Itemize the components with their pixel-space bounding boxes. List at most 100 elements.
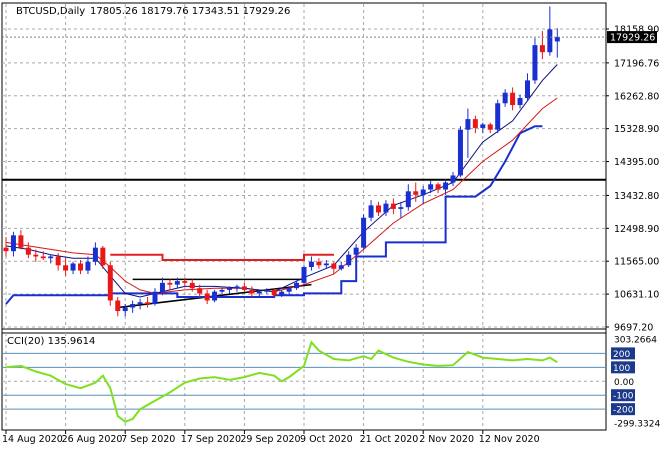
grid-lines [2,4,606,430]
price-tick-label: 15328.90 [614,124,659,135]
candle-body [539,45,545,53]
candle-body [361,217,367,248]
candle-body [130,304,136,308]
ohlc-values: 17805.26 18179.76 17343.51 17929.26 [90,6,290,17]
candle-body [465,119,471,130]
candle-body [472,119,478,128]
candle-body [316,261,322,266]
cci-title: CCI(20) 135.9614 [7,336,95,347]
candle-body [100,247,106,266]
candle-body [308,261,314,268]
cci-level-tag [611,403,635,416]
time-tick-label: 17 Sep 2020 [181,434,241,445]
candle-body [398,207,404,209]
candle-body [532,45,538,81]
candle-body [40,256,46,259]
candle-body [256,291,262,294]
candle-body [450,175,456,183]
time-tick-label: 26 Aug 2020 [62,434,123,445]
candle-body [204,293,210,301]
price-tick-label: 14395.00 [614,157,659,168]
candle-body [152,291,158,305]
candle-body [137,302,143,305]
candle-body [480,124,486,128]
candle-body [405,191,411,208]
price-tick-label: 9697.20 [614,323,653,334]
candle-body [234,286,240,289]
candle-body [301,267,307,283]
cci-tick-label: -299.3324 [614,420,660,430]
candle-body [286,288,292,292]
red-step-line [110,253,334,261]
candle-body [443,182,449,190]
candle-body [107,265,113,301]
candle-body [338,265,344,269]
candle-body [368,205,374,218]
cci-tick-label: 303.2664 [614,336,657,346]
candle-body [18,235,24,248]
candle-body [167,282,173,285]
current-price-label: 17929.26 [610,33,655,44]
candle-body [502,92,508,104]
candle-body [227,288,232,290]
price-tick-label: 18158.90 [614,25,659,36]
candle-body [249,289,255,294]
candle-body [420,189,426,195]
candle-body [510,92,516,106]
candle-body [122,307,128,312]
blue-step-line [5,125,543,305]
candle-body [554,37,560,42]
candle-body [435,184,441,190]
candle-body [70,263,76,271]
candle-body [294,282,300,289]
candle-body [219,289,225,292]
candle-body [547,29,553,53]
candle-body [390,203,396,209]
candle-body [92,247,98,262]
price-tick-label: 17196.76 [614,58,659,69]
price-tick-label: 10631.10 [614,290,659,301]
cci-tick-label: -100 [613,392,634,402]
cci-tick-label: 200 [613,350,630,360]
candle-body [78,263,83,271]
candle-body [428,184,434,190]
candle-body [331,263,337,269]
candle-body [159,282,165,292]
cci-panel[interactable] [5,340,558,423]
time-tick-label: 14 Aug 2020 [2,434,63,445]
candle-body [525,80,530,98]
candle-body [264,289,270,292]
candle-body [376,205,381,213]
candle-body [63,265,69,271]
candle-body [10,235,16,252]
candle-body [457,129,463,176]
price-panel[interactable] [2,6,606,317]
candle-body [346,254,352,266]
candle-body [55,256,61,266]
cci-tick-label: 0.00 [614,378,634,388]
candle-body [517,97,523,106]
price-tick-label: 12498.90 [614,224,659,235]
candle-body [189,282,195,289]
candle-body [279,291,285,296]
candle-body [487,124,493,130]
candle-body [323,263,329,266]
time-tick-label: 7 Sep 2020 [121,434,175,445]
candle-body [182,281,188,283]
cci-tick-label: 100 [613,364,630,374]
cci-level-tag [611,361,635,374]
symbol-label: BTCUSD,Daily [16,6,85,17]
candle-body [25,247,31,255]
candle-body [174,281,180,285]
candle-body [115,300,121,312]
candle-body [3,247,9,252]
candle-body [241,286,247,290]
candle-body [145,302,151,305]
cci-line [5,340,558,423]
current-price-tag [607,31,657,44]
time-tick-label: 9 Oct 2020 [300,434,353,445]
candle-body [271,289,277,296]
cci-level-tag [611,389,635,402]
